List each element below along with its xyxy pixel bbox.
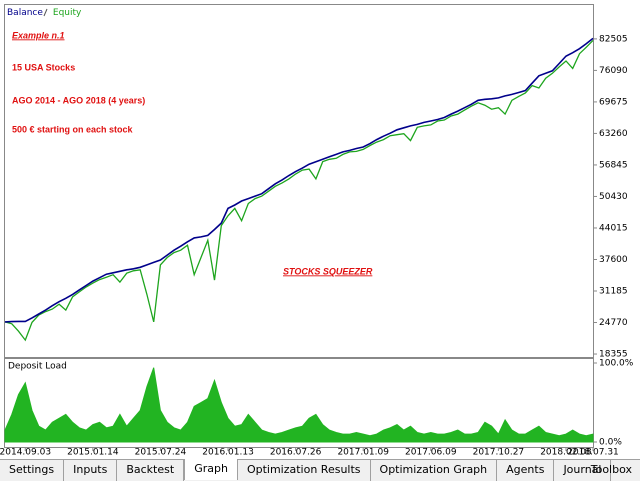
legend-entry: Equity: [53, 8, 82, 18]
y-tick-label: 63260: [599, 129, 628, 139]
y-tick-label: 31185: [599, 287, 628, 297]
x-tick-label: 2017.10.27: [473, 448, 525, 458]
y-tick-label: 69675: [599, 97, 628, 107]
x-tick-label: 2018.07.31: [567, 448, 619, 458]
chart: Deposit Load 18355 24770 31185 37600 44015 50…: [0, 4, 634, 458]
tab[interactable]: Inputs: [64, 460, 118, 481]
y-tick-label: 50430: [599, 192, 628, 202]
tab[interactable]: Journal: [554, 460, 612, 481]
series-line: [4, 37, 594, 323]
y-tick-label: 18355: [599, 350, 628, 360]
annotation: Example n.1: [12, 30, 65, 40]
x-tick-label: 2015.07.24: [135, 448, 187, 458]
legend-entry: Balance: [7, 8, 43, 18]
y-tick-label: 37600: [599, 255, 628, 265]
tab-bar: Settings Inputs Backtest Graph Optimization …: [0, 459, 640, 481]
annotation: 500 € starting on each stock: [12, 124, 134, 134]
y-tick-label: 100.0%: [599, 359, 634, 369]
tab[interactable]: Agents: [497, 460, 555, 481]
y-tick-label: 82505: [599, 34, 628, 44]
y-tick-label: 24770: [599, 318, 628, 328]
tab[interactable]: Optimization Graph: [371, 460, 498, 481]
series-line: [4, 39, 594, 342]
y-tick-label: 56845: [599, 160, 628, 170]
tab[interactable]: Optimization Results: [238, 460, 371, 481]
tab[interactable]: Backtest: [117, 460, 185, 481]
panel-title: Deposit Load: [8, 362, 67, 372]
tab[interactable]: Graph: [184, 459, 238, 480]
annotation: 15 USA Stocks: [12, 62, 75, 72]
annotation: STOCKS SQUEEZER: [283, 266, 373, 276]
y-tick-label: 44015: [599, 223, 628, 233]
x-tick-label: 2017.01.09: [337, 448, 389, 458]
y-tick-label: 76090: [599, 66, 628, 76]
area: [4, 367, 594, 443]
x-tick-label: 2017.06.09: [405, 448, 457, 458]
x-tick-label: 2014.09.03: [0, 448, 51, 458]
toolbox[interactable]: Toolbox: [590, 463, 632, 476]
x-tick-label: 2016.01.13: [202, 448, 254, 458]
x-tick-label: 2016.07.26: [270, 448, 322, 458]
annotation: AGO 2014 - AGO 2018 (4 years): [12, 95, 145, 105]
legend: Balance Equity: [7, 8, 82, 18]
main-panel: [4, 4, 594, 358]
x-tick-label: 2018.02.08: [540, 448, 592, 458]
x-tick-label: 2015.01.14: [67, 448, 119, 458]
tab[interactable]: Settings: [0, 460, 65, 481]
y-tick-label: 0.0%: [599, 438, 622, 448]
legend-separator: [43, 8, 48, 17]
